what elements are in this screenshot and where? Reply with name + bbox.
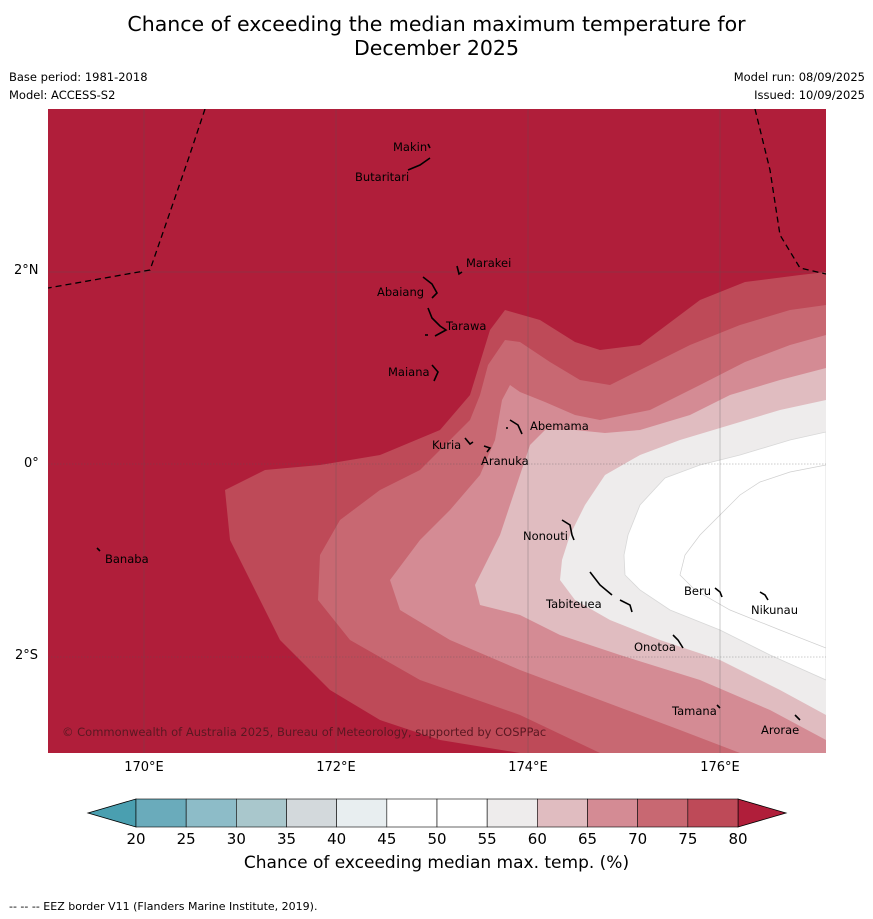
colorbar-tick-label: 60 xyxy=(528,830,547,848)
lat-label: 2°S xyxy=(15,648,39,663)
model-name: Model: ACCESS-S2 xyxy=(9,88,116,102)
island-label: Nikunau xyxy=(751,603,798,617)
chart-title: Chance of exceeding the median maximum t… xyxy=(0,12,873,60)
colorbar-high-extend xyxy=(737,798,788,828)
colorbar-tick-label: 45 xyxy=(377,830,396,848)
lon-label: 172°E xyxy=(316,760,356,775)
issued-date: Issued: 10/09/2025 xyxy=(754,88,865,102)
colorbar-tick-label: 25 xyxy=(177,830,196,848)
lat-label: 0° xyxy=(24,456,39,471)
colorbar-swatch xyxy=(436,798,488,828)
meta-right: Model run: 08/09/2025 Issued: 10/09/2025 xyxy=(734,68,865,104)
map-area: Makin Butaritari Marakei Abaiang Tarawa … xyxy=(48,109,826,753)
island-label: Onotoa xyxy=(634,640,676,654)
band-45-55 xyxy=(623,431,826,681)
island-label: Nonouti xyxy=(523,529,568,543)
colorbar-tick-label: 30 xyxy=(227,830,246,848)
eez-borders xyxy=(48,109,826,289)
colorbar-swatch xyxy=(537,798,588,828)
island-label: Abemama xyxy=(530,419,589,433)
lat-label: 2°N xyxy=(14,263,39,278)
copyright-note: © Commonwealth of Australia 2025, Bureau… xyxy=(62,725,546,739)
island-label: Makin xyxy=(393,140,427,154)
island-label: Maiana xyxy=(388,365,430,379)
lon-label: 170°E xyxy=(124,760,164,775)
lon-label: 176°E xyxy=(700,760,740,775)
title-line-1: Chance of exceeding the median maximum t… xyxy=(127,12,746,36)
island-label: Arorae xyxy=(761,723,799,737)
colorbar-tick-label: 20 xyxy=(126,830,145,848)
colorbar-swatch xyxy=(185,798,237,828)
island-label: Banaba xyxy=(105,552,149,566)
island-label: Beru xyxy=(684,584,711,598)
island-labels: Makin Butaritari Marakei Abaiang Tarawa … xyxy=(105,140,799,737)
colorbar-label: Chance of exceeding median max. temp. (%… xyxy=(243,853,630,873)
lon-label: 174°E xyxy=(508,760,548,775)
colorbar-low-extend xyxy=(86,798,137,828)
colorbar-tick-label: 75 xyxy=(678,830,697,848)
colorbar-swatch xyxy=(486,798,538,828)
island-shapes xyxy=(96,143,801,721)
base-period: Base period: 1981-2018 xyxy=(9,70,148,84)
title-line-2: December 2025 xyxy=(354,36,519,60)
island-label: Butaritari xyxy=(355,170,409,184)
colorbar-tick-label: 80 xyxy=(728,830,747,848)
colorbar-swatch xyxy=(336,798,388,828)
colorbar: 20 25 30 35 40 45 50 55 60 65 70 75 80 xyxy=(86,798,788,848)
island-label: Abaiang xyxy=(377,285,424,299)
island-label: Kuria xyxy=(432,438,461,452)
colorbar-swatch xyxy=(135,798,187,828)
island-label: Tarawa xyxy=(445,319,486,333)
colorbar-swatch xyxy=(286,798,337,828)
colorbar-tick-label: 70 xyxy=(628,830,647,848)
gridlines xyxy=(48,109,826,753)
colorbar-swatch xyxy=(236,798,287,828)
colorbar-swatch xyxy=(637,798,689,828)
colorbar-swatch xyxy=(687,798,739,828)
colorbar-tick-label: 65 xyxy=(578,830,597,848)
colorbar-tick-label: 55 xyxy=(478,830,497,848)
colorbar-swatch xyxy=(386,798,438,828)
island-label: Tamana xyxy=(671,704,717,718)
footnote: -- -- -- EEZ border V11 (Flanders Marine… xyxy=(9,900,318,913)
colorbar-tick-label: 35 xyxy=(277,830,296,848)
island-label: Aranuka xyxy=(481,454,529,468)
colorbar-swatch xyxy=(587,798,638,828)
contour-50 xyxy=(679,464,826,649)
island-label: Tabiteuea xyxy=(545,597,602,611)
colorbar-tick-label: 50 xyxy=(427,830,446,848)
model-run: Model run: 08/09/2025 xyxy=(733,70,865,84)
colorbar-tick-label: 40 xyxy=(327,830,346,848)
meta-left: Base period: 1981-2018 Model: ACCESS-S2 xyxy=(9,68,148,104)
island-label: Marakei xyxy=(466,256,511,270)
